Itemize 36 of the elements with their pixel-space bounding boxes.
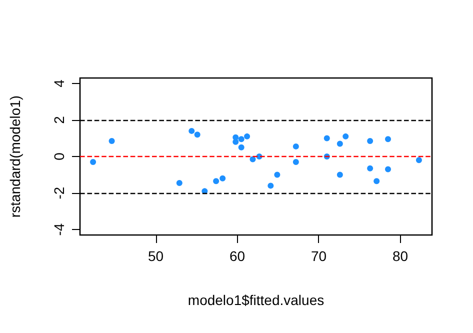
- y-axis-title: rstandard(modelo1): [7, 95, 23, 218]
- point: [238, 136, 244, 142]
- point: [194, 132, 200, 138]
- point: [367, 138, 374, 144]
- y-tick-label: 4: [51, 79, 67, 88]
- point: [336, 140, 343, 147]
- point: [342, 133, 349, 140]
- point: [324, 135, 330, 142]
- point: [292, 143, 299, 150]
- point: [385, 166, 391, 172]
- point: [268, 182, 274, 189]
- point: [336, 172, 343, 178]
- x-tick-label: 80: [392, 248, 408, 264]
- x-axis-title: modelo1$fitted.values: [188, 292, 324, 308]
- y-tick-label: -4: [51, 223, 67, 236]
- point: [244, 133, 250, 140]
- point: [188, 128, 195, 134]
- point: [292, 158, 299, 165]
- point: [176, 180, 182, 186]
- x-tick-label: 60: [229, 248, 246, 264]
- point: [108, 138, 115, 144]
- point: [90, 158, 96, 165]
- point: [213, 178, 220, 184]
- point: [416, 157, 422, 164]
- point: [250, 156, 256, 162]
- y-tick-label: 0: [51, 152, 67, 160]
- point: [367, 165, 374, 172]
- point: [274, 172, 280, 178]
- point: [238, 144, 244, 150]
- y-tick-label: -2: [51, 186, 67, 200]
- y-tick-label: 2: [51, 116, 67, 124]
- point: [385, 136, 391, 142]
- point: [374, 178, 380, 184]
- point: [220, 175, 226, 182]
- x-tick-label: 70: [310, 248, 327, 264]
- x-tick-label: 50: [148, 248, 164, 264]
